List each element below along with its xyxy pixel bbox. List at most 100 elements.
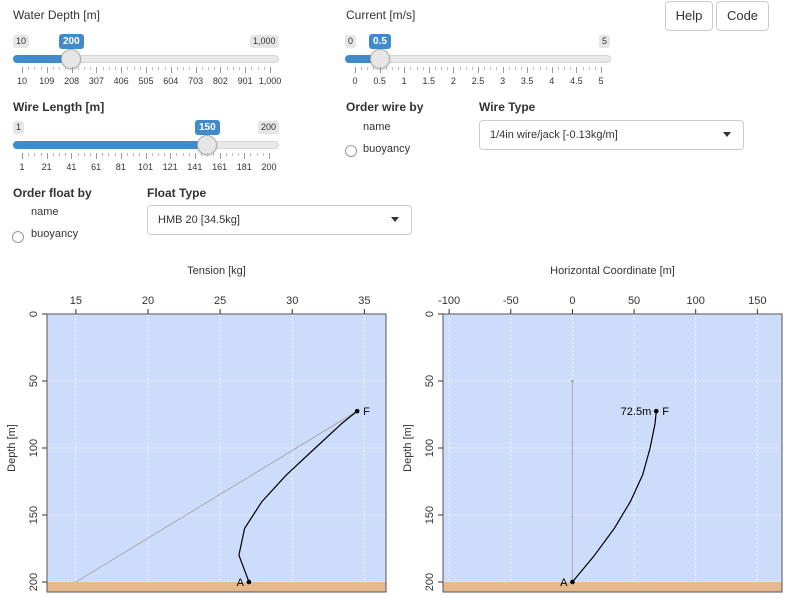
slider-tick: [121, 67, 123, 73]
y-axis-label: Depth [m]: [402, 424, 414, 472]
order-float-radio-buoyancy[interactable]: [12, 231, 24, 243]
slider-minor-tick: [256, 153, 258, 156]
order-float-option-name[interactable]: name: [31, 206, 59, 218]
slider-tick-label: 1.5: [422, 76, 436, 86]
slider-minor-tick: [52, 153, 54, 156]
annotation-label: F: [662, 406, 669, 418]
slider-tick-label: 0.5: [373, 76, 386, 86]
x-tick-label: -100: [438, 295, 460, 307]
current-min: 0: [345, 35, 357, 48]
slider-tick-label: 505: [138, 76, 154, 86]
current-max: 5: [599, 35, 611, 48]
chevron-down-icon: [723, 132, 731, 137]
slider-tick-label: 4: [549, 76, 555, 86]
wire-length-handle[interactable]: [197, 135, 217, 155]
slider-minor-tick: [28, 67, 30, 70]
annotation-label: 72.5m: [621, 406, 652, 418]
x-tick-label: 0: [569, 295, 575, 307]
slider-minor-tick: [201, 153, 203, 156]
slider-tick: [244, 153, 246, 159]
float-point: [653, 408, 659, 414]
x-tick-label: 35: [358, 295, 370, 307]
slider-tick: [71, 153, 73, 159]
plot-frame: [442, 313, 783, 593]
slider-minor-tick: [59, 153, 61, 156]
slider-tick-label: 3.5: [520, 76, 534, 86]
slider-minor-tick: [250, 153, 252, 156]
x-tick-label: 100: [687, 295, 705, 307]
code-button[interactable]: Code: [716, 1, 769, 31]
slider-minor-tick: [90, 67, 92, 70]
slider-tick-label: 901: [237, 76, 253, 86]
tension-depth-chart: 15 20 25 30 35 Tension [kg] 0 50 100 150 200 Depth …: [6, 265, 387, 593]
slider-minor-tick: [108, 67, 110, 70]
slider-minor-tick: [251, 67, 253, 70]
slider-minor-tick: [262, 153, 264, 156]
slider-minor-tick: [126, 153, 128, 156]
slider-minor-tick: [77, 67, 79, 70]
slider-tick: [245, 67, 247, 73]
water-depth-max: 1,000: [250, 35, 279, 48]
slider-tick-label: 2: [450, 76, 456, 86]
wire-length-fill: [13, 141, 207, 149]
anchor-point: [246, 579, 252, 585]
slider-minor-tick: [34, 153, 36, 156]
annotation-label: F: [363, 406, 370, 418]
help-button[interactable]: Help: [665, 1, 713, 31]
slider-minor-tick: [441, 67, 443, 70]
slider-tick: [146, 67, 147, 73]
slider-tick: [145, 153, 147, 159]
x-tick-label: 30: [286, 295, 298, 307]
slider-minor-tick: [564, 67, 566, 70]
float-type-select[interactable]: HMB 20 [34.5kg]: [147, 205, 412, 235]
order-wire-option-buoyancy[interactable]: buoyancy: [363, 143, 411, 155]
float-point: [354, 408, 360, 414]
order-float-label: Order float by: [13, 186, 92, 200]
slider-tick-label: 1: [401, 76, 407, 86]
slider-tick: [22, 67, 23, 73]
order-wire-option-name[interactable]: name: [363, 121, 391, 133]
water-depth-label: Water Depth [m]: [13, 8, 100, 22]
wire-length-value: 150: [195, 120, 220, 135]
annotation-label: A: [237, 577, 245, 589]
slider-tick-label: 0: [352, 76, 358, 86]
slider-tick: [170, 153, 172, 159]
y-tick-label: 100: [28, 439, 40, 457]
wire-length-max: 200: [258, 121, 280, 134]
slider-tick: [576, 67, 578, 73]
y-tick-label: 150: [424, 506, 436, 524]
slider-tick-label: 208: [64, 76, 80, 86]
water-depth-handle[interactable]: [61, 49, 81, 69]
x-tick-label: 15: [70, 295, 82, 307]
float-type-label: Float Type: [147, 186, 207, 200]
slider-tick: [194, 153, 196, 159]
slider-tick-label: 141: [187, 162, 203, 172]
slider-minor-tick: [84, 67, 85, 70]
wire-type-select[interactable]: 1/4in wire/jack [-0.13kg/m]: [479, 120, 744, 150]
seabed-area: [443, 582, 782, 592]
slider-minor-tick: [151, 153, 153, 156]
wire-length-label: Wire Length [m]: [13, 100, 105, 114]
order-float-option-buoyancy[interactable]: buoyancy: [31, 228, 79, 240]
slider-minor-tick: [225, 153, 227, 156]
slider-tick-label: 81: [115, 162, 126, 172]
slider-minor-tick: [214, 67, 216, 70]
water-depth-fill: [13, 55, 70, 63]
slider-minor-tick: [59, 67, 61, 70]
current-value: 0.5: [369, 34, 391, 49]
slider-minor-tick: [213, 153, 215, 156]
slider-minor-tick: [40, 67, 42, 70]
water-depth-min: 10: [13, 35, 30, 48]
slider-tick: [551, 67, 553, 73]
chevron-down-icon: [391, 217, 399, 222]
slider-tick: [96, 67, 98, 73]
slider-minor-tick: [398, 67, 400, 70]
slider-minor-tick: [40, 153, 42, 156]
order-wire-radio-buoyancy[interactable]: [345, 145, 357, 157]
wire-type-label: Wire Type: [479, 100, 536, 114]
slider-minor-tick: [471, 67, 473, 70]
current-handle[interactable]: [370, 49, 390, 69]
slider-minor-tick: [391, 67, 393, 70]
slider-tick-label: 1,000: [258, 76, 282, 86]
wire-length-min: 1: [13, 121, 25, 134]
